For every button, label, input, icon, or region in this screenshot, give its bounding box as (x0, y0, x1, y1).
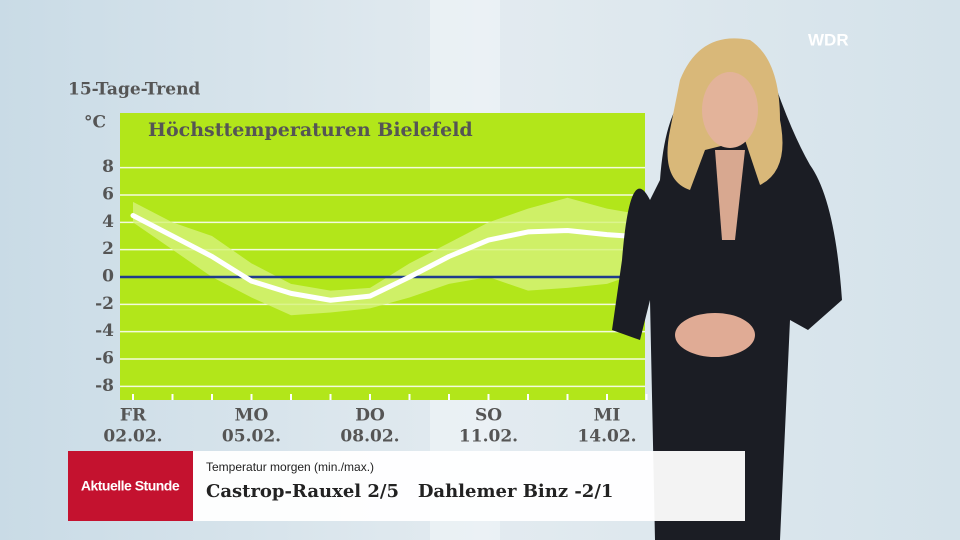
presenter-neck (715, 150, 745, 240)
x-tick-label: MI (594, 406, 621, 426)
brand: Aktuelle Stunde (81, 478, 180, 494)
chart-title: Höchsttemperaturen Bielefeld (148, 119, 473, 141)
x-date-label: 05.02. (222, 427, 281, 447)
brand-box (68, 451, 193, 521)
x-date-label: 08.02. (340, 427, 399, 447)
logo: WDR (808, 30, 849, 49)
y-tick-label: 2 (102, 239, 114, 259)
x-date-label: 11.02. (459, 427, 518, 447)
chart: Höchsttemperaturen Bielefeld 8 6 4 2 0 -2 -4 -6 -… (95, 113, 687, 447)
heading: 15-Tage-Trend (68, 80, 200, 100)
y-axis-label: °C (84, 113, 106, 133)
y-tick-label: 6 (102, 185, 114, 205)
caption: Temperatur morgen (min./max.) (206, 460, 374, 474)
lower-third-text: Castrop-Rauxel 2/5 Dahlemer Binz -2/1 (206, 481, 613, 502)
x-tick-label: MO (235, 406, 269, 426)
x-date-label: 14.02. (577, 427, 636, 447)
x-tick-label: FR (120, 406, 147, 426)
temperature-line (130, 213, 649, 303)
lower-third-box (193, 451, 745, 521)
presenter (612, 38, 842, 540)
y-tick-label: 0 (102, 267, 114, 287)
y-tick-label: 4 (102, 212, 114, 232)
x-tick-label: DO (355, 406, 385, 426)
y-tick-label: -4 (95, 321, 114, 341)
y-tick-label: 8 (102, 157, 114, 177)
presenter-body (612, 45, 842, 540)
y-tick-label: -6 (95, 349, 114, 369)
presenter-face (702, 72, 758, 148)
presenter-hands (675, 313, 755, 357)
y-tick-label: -2 (95, 294, 114, 314)
y-tick-label: -8 (95, 376, 114, 396)
x-date-label: 02.02. (103, 427, 162, 447)
x-tick-label: SO (475, 406, 502, 426)
